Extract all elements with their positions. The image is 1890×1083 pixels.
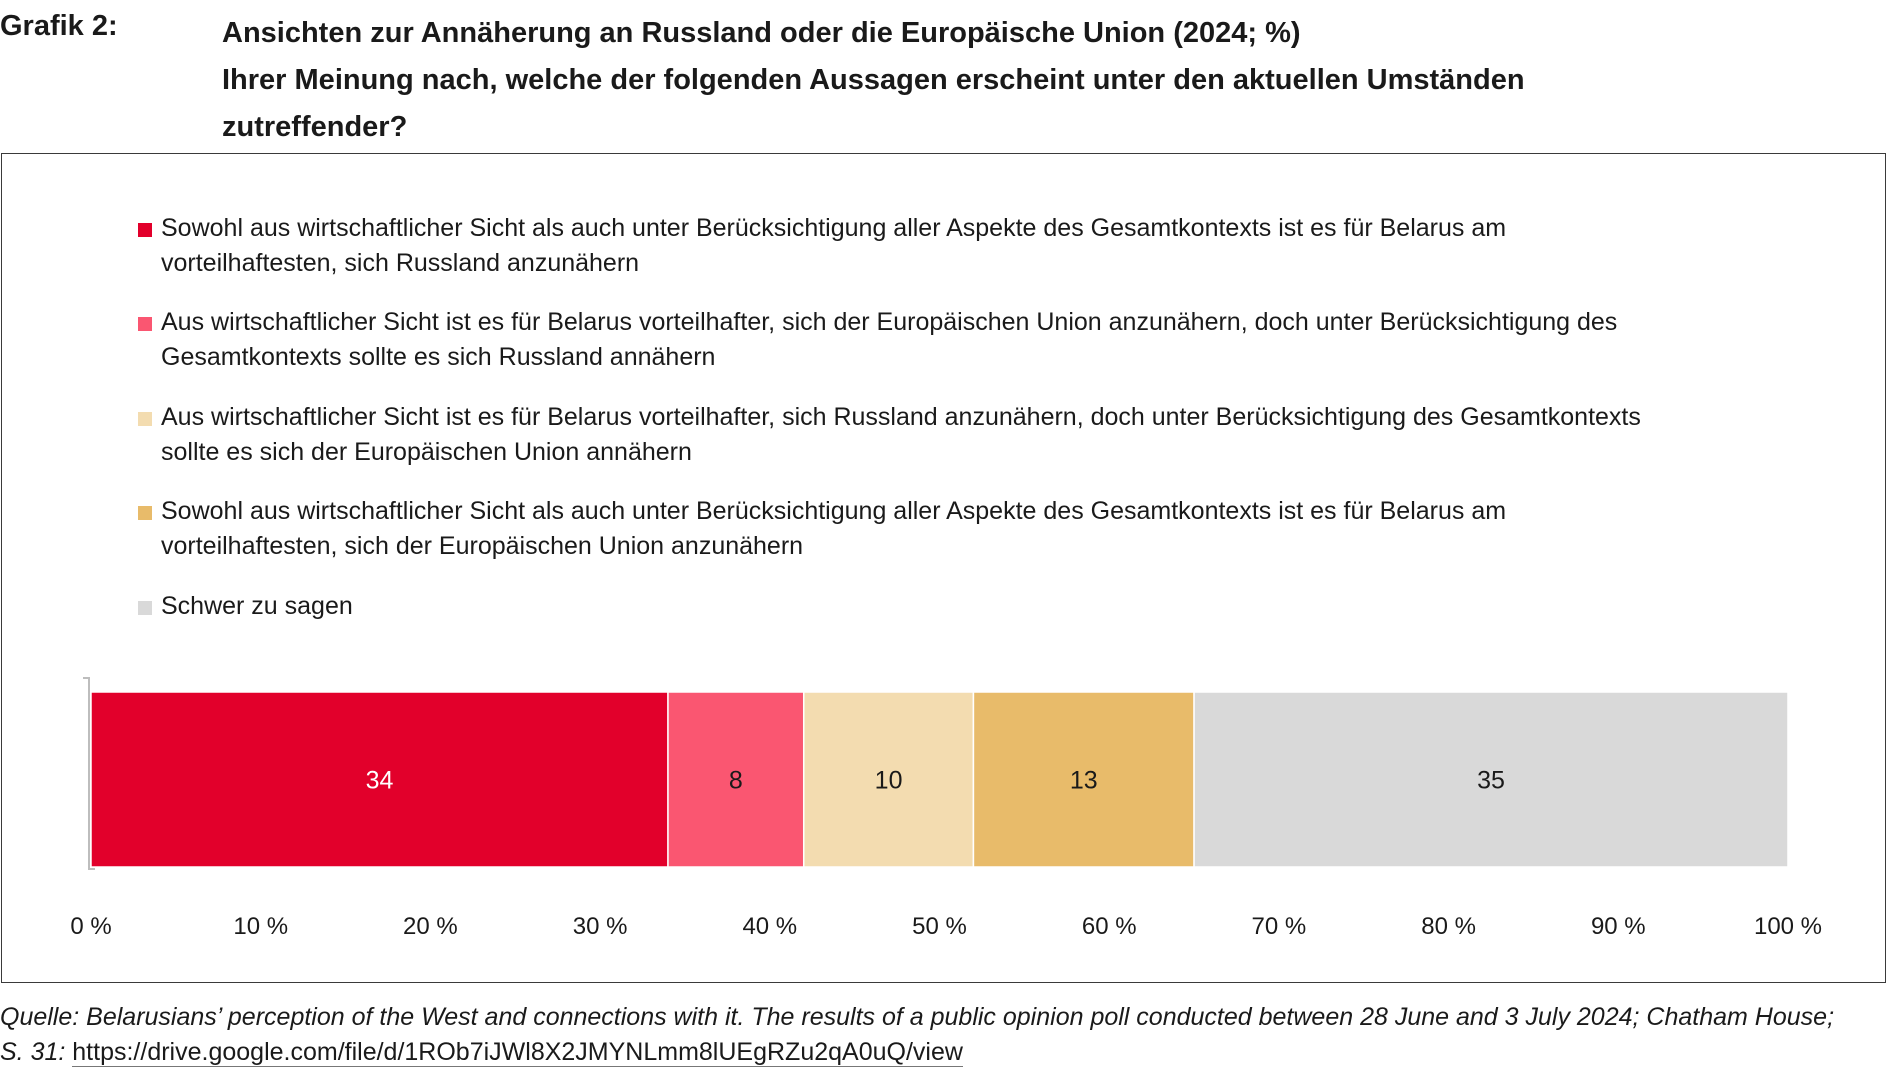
source-line-1: Quelle: Belarusians’ perception of the W… [0, 1003, 1835, 1031]
chart-title: Ansichten zur Annäherung an Russland ode… [222, 10, 1862, 151]
data-label-1: 34 [366, 767, 394, 795]
legend-label-2: Aus wirtschaftlicher Sicht ist es für Be… [161, 305, 1861, 375]
figure-number: Grafik 2: [0, 10, 118, 42]
legend-swatch-5 [138, 601, 152, 615]
x-tick-label-6: 60 % [1082, 913, 1137, 940]
bar-segment-5 [1193, 691, 1789, 868]
data-label-3: 10 [875, 767, 903, 795]
data-label-2: 8 [729, 767, 743, 795]
x-tick-label-7: 70 % [1252, 913, 1307, 940]
data-label-5: 35 [1477, 767, 1505, 795]
source-page: S. 31: [0, 1038, 66, 1066]
legend-label-4-line-1: Sowohl aus wirtschaftlicher Sicht als au… [161, 497, 1507, 525]
legend-label-1-line-2: vorteilhaftesten, sich Russland anzunähe… [161, 249, 640, 277]
x-tick-label-0: 0 % [70, 913, 111, 940]
y-axis-bracket [83, 677, 95, 870]
legend-swatch-3 [138, 412, 152, 426]
legend-label-1: Sowohl aus wirtschaftlicher Sicht als au… [161, 211, 1861, 281]
bar-segment-1 [90, 691, 669, 868]
source-line-2: S. 31: https://drive.google.com/file/d/1… [0, 1035, 1890, 1070]
chart-frame: Sowohl aus wirtschaftlicher Sicht als au… [1, 153, 1886, 983]
data-label-4: 13 [1070, 767, 1098, 795]
legend-label-3: Aus wirtschaftlicher Sicht ist es für Be… [161, 400, 1861, 470]
legend-label-3-line-2: sollte es sich der Europäischen Union an… [161, 438, 692, 466]
legend-label-4: Sowohl aus wirtschaftlicher Sicht als au… [161, 494, 1861, 564]
bar-segment-3 [802, 691, 975, 868]
legend-label-2-line-1: Aus wirtschaftlicher Sicht ist es für Be… [161, 308, 1618, 336]
x-tick-label-10: 100 % [1754, 913, 1822, 940]
legend-swatch-1 [138, 223, 152, 237]
title-line-2: Ihrer Meinung nach, welche der folgenden… [222, 64, 1525, 96]
legend-swatch-2 [138, 317, 152, 331]
legend-label-5-line-1: Schwer zu sagen [161, 592, 353, 620]
x-tick-label-5: 50 % [912, 913, 967, 940]
x-tick-label-4: 40 % [742, 913, 797, 940]
stacked-bar-chart: 34 8 10 13 35 0 % 10 % 20 % 30 % 40 % 50 % 60 % 70 %… [70, 677, 1822, 940]
title-line-3: zutreffender? [222, 111, 408, 143]
legend-label-3-line-1: Aus wirtschaftlicher Sicht ist es für Be… [161, 403, 1641, 431]
legend-label-4-line-2: vorteilhaftesten, sich der Europäischen … [161, 532, 804, 560]
legend-label-2-line-2: Gesamtkontexts sollte es sich Russland a… [161, 343, 716, 371]
source-note: Quelle: Belarusians’ perception of the W… [0, 1000, 1890, 1070]
legend-swatch-4 [138, 506, 152, 520]
x-tick-label-8: 80 % [1421, 913, 1476, 940]
title-line-1: Ansichten zur Annäherung an Russland ode… [222, 17, 1301, 49]
x-tick-label-1: 10 % [233, 913, 288, 940]
source-link[interactable]: https://drive.google.com/file/d/1ROb7iJW… [72, 1038, 963, 1067]
legend-label-5: Schwer zu sagen [161, 589, 1861, 624]
x-tick-label-2: 20 % [403, 913, 458, 940]
x-tick-label-3: 30 % [573, 913, 628, 940]
bar-segment-4 [972, 691, 1195, 868]
x-tick-label-9: 90 % [1591, 913, 1646, 940]
legend-label-1-line-1: Sowohl aus wirtschaftlicher Sicht als au… [161, 214, 1507, 242]
